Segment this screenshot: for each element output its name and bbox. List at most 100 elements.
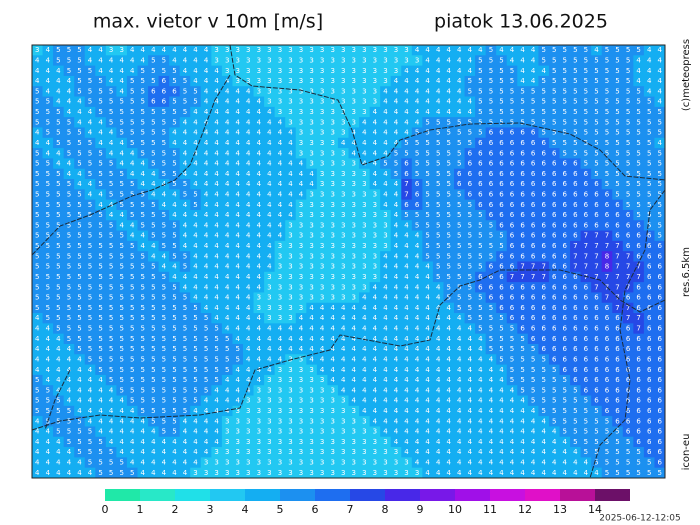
- wind-value: 3: [362, 417, 366, 425]
- wind-value: 3: [309, 46, 313, 54]
- wind-cell: [148, 271, 159, 283]
- wind-value: 3: [362, 170, 366, 178]
- wind-cell: [32, 199, 43, 211]
- wind-value: 3: [330, 438, 334, 446]
- wind-value: 5: [56, 242, 60, 250]
- wind-value: 4: [541, 438, 546, 446]
- wind-value: 4: [383, 345, 388, 353]
- wind-cell: [264, 313, 276, 324]
- wind-value: 5: [478, 118, 482, 126]
- wind-value: 4: [647, 77, 652, 85]
- wind-value: 4: [446, 448, 451, 456]
- wind-cell: [654, 220, 666, 231]
- wind-value: 5: [98, 314, 102, 322]
- wind-value: 4: [299, 314, 304, 322]
- wind-value: 6: [552, 170, 557, 178]
- wind-value: 5: [67, 438, 71, 446]
- wind-cell: [253, 230, 265, 242]
- wind-value: 6: [563, 232, 568, 240]
- wind-value: 4: [436, 325, 441, 333]
- wind-value: 5: [130, 273, 134, 281]
- wind-value: 6: [657, 294, 662, 302]
- wind-cell: [422, 96, 434, 108]
- wind-value: 5: [605, 459, 609, 467]
- wind-value: 3: [278, 448, 282, 456]
- wind-value: 3: [362, 428, 366, 436]
- wind-cell: [580, 179, 592, 190]
- wind-value: 3: [341, 263, 345, 271]
- wind-value: 6: [552, 345, 557, 353]
- wind-value: 5: [626, 98, 630, 106]
- wind-value: 4: [457, 438, 462, 446]
- wind-cell: [432, 292, 444, 304]
- wind-value: 3: [288, 118, 292, 126]
- wind-cell: [232, 251, 244, 262]
- wind-cell: [42, 282, 54, 293]
- wind-value: 4: [214, 294, 219, 302]
- wind-value: 5: [46, 283, 50, 291]
- wind-value: 6: [489, 170, 494, 178]
- wind-cell: [295, 158, 307, 170]
- wind-value: 3: [299, 417, 303, 425]
- wind-value: 5: [151, 304, 155, 312]
- wind-value: 4: [278, 345, 283, 353]
- wind-value: 4: [267, 366, 272, 374]
- wind-cell: [295, 292, 307, 304]
- wind-value: 4: [436, 407, 441, 415]
- wind-cell: [211, 65, 223, 77]
- wind-cell: [443, 168, 455, 180]
- wind-value: 5: [204, 355, 208, 363]
- wind-value: 4: [446, 428, 451, 436]
- wind-cell: [105, 240, 117, 252]
- wind-cell: [369, 168, 381, 180]
- wind-value: 6: [510, 201, 515, 209]
- wind-value: 4: [383, 180, 388, 188]
- wind-cell: [601, 240, 613, 252]
- wind-value: 5: [130, 211, 134, 219]
- wind-value: 3: [309, 273, 313, 281]
- wind-cell: [53, 127, 65, 139]
- wind-cell: [306, 148, 318, 159]
- wind-cell: [527, 106, 539, 118]
- wind-value: 3: [309, 232, 313, 240]
- wind-value: 5: [193, 87, 197, 95]
- wind-cell: [274, 127, 286, 139]
- wind-value: 4: [67, 87, 72, 95]
- wind-value: 4: [362, 129, 367, 137]
- wind-value: 4: [67, 160, 72, 168]
- wind-value: 5: [141, 129, 145, 137]
- wind-cell: [285, 271, 297, 283]
- wind-value: 3: [352, 118, 356, 126]
- wind-value: 4: [183, 273, 188, 281]
- wind-value: 4: [383, 108, 388, 116]
- wind-value: 5: [98, 438, 102, 446]
- wind-value: 4: [425, 417, 430, 425]
- wind-value: 6: [541, 211, 546, 219]
- wind-value: 6: [541, 180, 546, 188]
- wind-value: 5: [573, 397, 577, 405]
- wind-cell: [443, 209, 455, 221]
- wind-value: 5: [626, 118, 630, 126]
- wind-value: 4: [151, 428, 156, 436]
- wind-cell: [232, 240, 244, 252]
- wind-value: 4: [394, 108, 399, 116]
- wind-cell: [42, 302, 54, 314]
- wind-cell: [622, 65, 634, 77]
- wind-value: 5: [172, 221, 176, 229]
- wind-cell: [622, 168, 634, 180]
- wind-value: 3: [362, 211, 366, 219]
- wind-value: 4: [88, 376, 93, 384]
- wind-cell: [506, 282, 518, 293]
- wind-value: 4: [77, 355, 82, 363]
- wind-value: 5: [193, 335, 197, 343]
- wind-cell: [306, 251, 318, 262]
- wind-cell: [137, 96, 149, 108]
- wind-value: 6: [563, 201, 568, 209]
- wind-value: 4: [141, 160, 146, 168]
- wind-value: 5: [162, 283, 166, 291]
- wind-cell: [264, 189, 276, 201]
- wind-cell: [200, 209, 212, 221]
- wind-value: 4: [446, 407, 451, 415]
- wind-cell: [53, 106, 65, 118]
- wind-cell: [169, 240, 181, 252]
